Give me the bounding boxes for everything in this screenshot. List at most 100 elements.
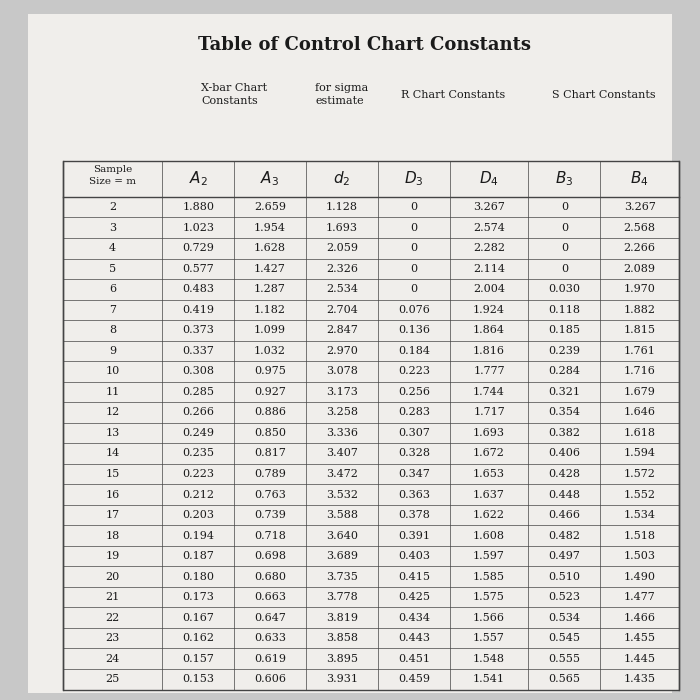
Text: 0.406: 0.406 bbox=[548, 449, 580, 458]
Text: 2.847: 2.847 bbox=[326, 326, 358, 335]
Text: 1.477: 1.477 bbox=[624, 592, 655, 602]
Text: 3.931: 3.931 bbox=[326, 674, 358, 684]
Text: 0.184: 0.184 bbox=[398, 346, 430, 356]
Text: 0.187: 0.187 bbox=[182, 551, 214, 561]
Text: 0.577: 0.577 bbox=[182, 264, 214, 274]
Text: 2.089: 2.089 bbox=[624, 264, 656, 274]
Text: 3.472: 3.472 bbox=[326, 469, 358, 479]
Text: 1.099: 1.099 bbox=[254, 326, 286, 335]
Text: $A_{3}$: $A_{3}$ bbox=[260, 169, 279, 188]
Text: 0.850: 0.850 bbox=[254, 428, 286, 438]
Text: 3.532: 3.532 bbox=[326, 489, 358, 500]
Text: 16: 16 bbox=[106, 489, 120, 500]
Text: 5: 5 bbox=[109, 264, 116, 274]
Text: 0.382: 0.382 bbox=[548, 428, 580, 438]
Text: 3.258: 3.258 bbox=[326, 407, 358, 417]
Text: 0.328: 0.328 bbox=[398, 449, 430, 458]
Text: 0.434: 0.434 bbox=[398, 612, 430, 623]
Text: 0.180: 0.180 bbox=[182, 572, 214, 582]
Text: 22: 22 bbox=[106, 612, 120, 623]
Text: 0: 0 bbox=[410, 264, 417, 274]
Text: 1.128: 1.128 bbox=[326, 202, 358, 212]
Text: 1.777: 1.777 bbox=[473, 366, 505, 377]
Text: 1.693: 1.693 bbox=[326, 223, 358, 232]
Text: 3: 3 bbox=[109, 223, 116, 232]
Text: 3.267: 3.267 bbox=[473, 202, 505, 212]
Text: 0.534: 0.534 bbox=[548, 612, 580, 623]
Text: 0.185: 0.185 bbox=[548, 326, 580, 335]
Text: 1.880: 1.880 bbox=[182, 202, 214, 212]
Text: 1.608: 1.608 bbox=[473, 531, 505, 540]
Text: Sample
Size = m: Sample Size = m bbox=[89, 165, 136, 186]
Text: 18: 18 bbox=[106, 531, 120, 540]
Text: 0.927: 0.927 bbox=[254, 387, 286, 397]
Text: 1.552: 1.552 bbox=[624, 489, 656, 500]
Text: 0.763: 0.763 bbox=[254, 489, 286, 500]
Text: 0.321: 0.321 bbox=[548, 387, 580, 397]
Text: 1.490: 1.490 bbox=[624, 572, 656, 582]
Text: 0.459: 0.459 bbox=[398, 674, 430, 684]
Text: 1.435: 1.435 bbox=[624, 674, 656, 684]
Text: 2.568: 2.568 bbox=[624, 223, 656, 232]
Text: 0.565: 0.565 bbox=[548, 674, 580, 684]
Text: 0.167: 0.167 bbox=[182, 612, 214, 623]
Text: 9: 9 bbox=[109, 346, 116, 356]
Text: 1.466: 1.466 bbox=[624, 612, 656, 623]
Text: 0.285: 0.285 bbox=[182, 387, 214, 397]
Text: 1.717: 1.717 bbox=[473, 407, 505, 417]
Text: 0: 0 bbox=[561, 223, 568, 232]
Text: 2.266: 2.266 bbox=[624, 243, 656, 253]
Text: 0: 0 bbox=[410, 223, 417, 232]
Text: 3.778: 3.778 bbox=[326, 592, 358, 602]
Text: 0.391: 0.391 bbox=[398, 531, 430, 540]
Text: R Chart Constants: R Chart Constants bbox=[401, 90, 505, 99]
Text: 15: 15 bbox=[106, 469, 120, 479]
Text: 1.594: 1.594 bbox=[624, 449, 656, 458]
Text: 0.378: 0.378 bbox=[398, 510, 430, 520]
Text: 3.640: 3.640 bbox=[326, 531, 358, 540]
Text: 0.030: 0.030 bbox=[548, 284, 580, 294]
Text: 1.716: 1.716 bbox=[624, 366, 656, 377]
Text: 1.427: 1.427 bbox=[254, 264, 286, 274]
Text: 0.443: 0.443 bbox=[398, 634, 430, 643]
Text: 0.307: 0.307 bbox=[398, 428, 430, 438]
Text: $D_{3}$: $D_{3}$ bbox=[404, 169, 424, 188]
Text: 3.267: 3.267 bbox=[624, 202, 656, 212]
Text: 0.698: 0.698 bbox=[254, 551, 286, 561]
Text: 0.136: 0.136 bbox=[398, 326, 430, 335]
Text: 0.466: 0.466 bbox=[548, 510, 580, 520]
Text: 0.363: 0.363 bbox=[398, 489, 430, 500]
Text: 1.548: 1.548 bbox=[473, 654, 505, 664]
Text: 0.256: 0.256 bbox=[398, 387, 430, 397]
Text: 1.622: 1.622 bbox=[473, 510, 505, 520]
Text: 0.523: 0.523 bbox=[548, 592, 580, 602]
Text: 0.619: 0.619 bbox=[254, 654, 286, 664]
Text: 1.815: 1.815 bbox=[624, 326, 656, 335]
Text: 25: 25 bbox=[106, 674, 120, 684]
Text: 0.249: 0.249 bbox=[182, 428, 214, 438]
Text: 0.817: 0.817 bbox=[254, 449, 286, 458]
Text: 0.647: 0.647 bbox=[254, 612, 286, 623]
Text: 2.574: 2.574 bbox=[473, 223, 505, 232]
Text: $B_{3}$: $B_{3}$ bbox=[555, 169, 573, 188]
Text: 0.308: 0.308 bbox=[182, 366, 214, 377]
Text: 3.336: 3.336 bbox=[326, 428, 358, 438]
Text: 3.078: 3.078 bbox=[326, 366, 358, 377]
Text: 1.693: 1.693 bbox=[473, 428, 505, 438]
Text: 0.448: 0.448 bbox=[548, 489, 580, 500]
Text: 0.373: 0.373 bbox=[182, 326, 214, 335]
Text: S Chart Constants: S Chart Constants bbox=[552, 90, 655, 99]
Text: 4: 4 bbox=[109, 243, 116, 253]
Text: 3.895: 3.895 bbox=[326, 654, 358, 664]
Text: 2.534: 2.534 bbox=[326, 284, 358, 294]
Text: 1.534: 1.534 bbox=[624, 510, 656, 520]
Text: 0.555: 0.555 bbox=[548, 654, 580, 664]
Text: 0.266: 0.266 bbox=[182, 407, 214, 417]
Text: 1.954: 1.954 bbox=[254, 223, 286, 232]
Text: 11: 11 bbox=[106, 387, 120, 397]
Text: 0: 0 bbox=[410, 284, 417, 294]
Text: 2.659: 2.659 bbox=[254, 202, 286, 212]
Text: 1.572: 1.572 bbox=[624, 469, 656, 479]
Text: 1.541: 1.541 bbox=[473, 674, 505, 684]
Text: 1.761: 1.761 bbox=[624, 346, 656, 356]
